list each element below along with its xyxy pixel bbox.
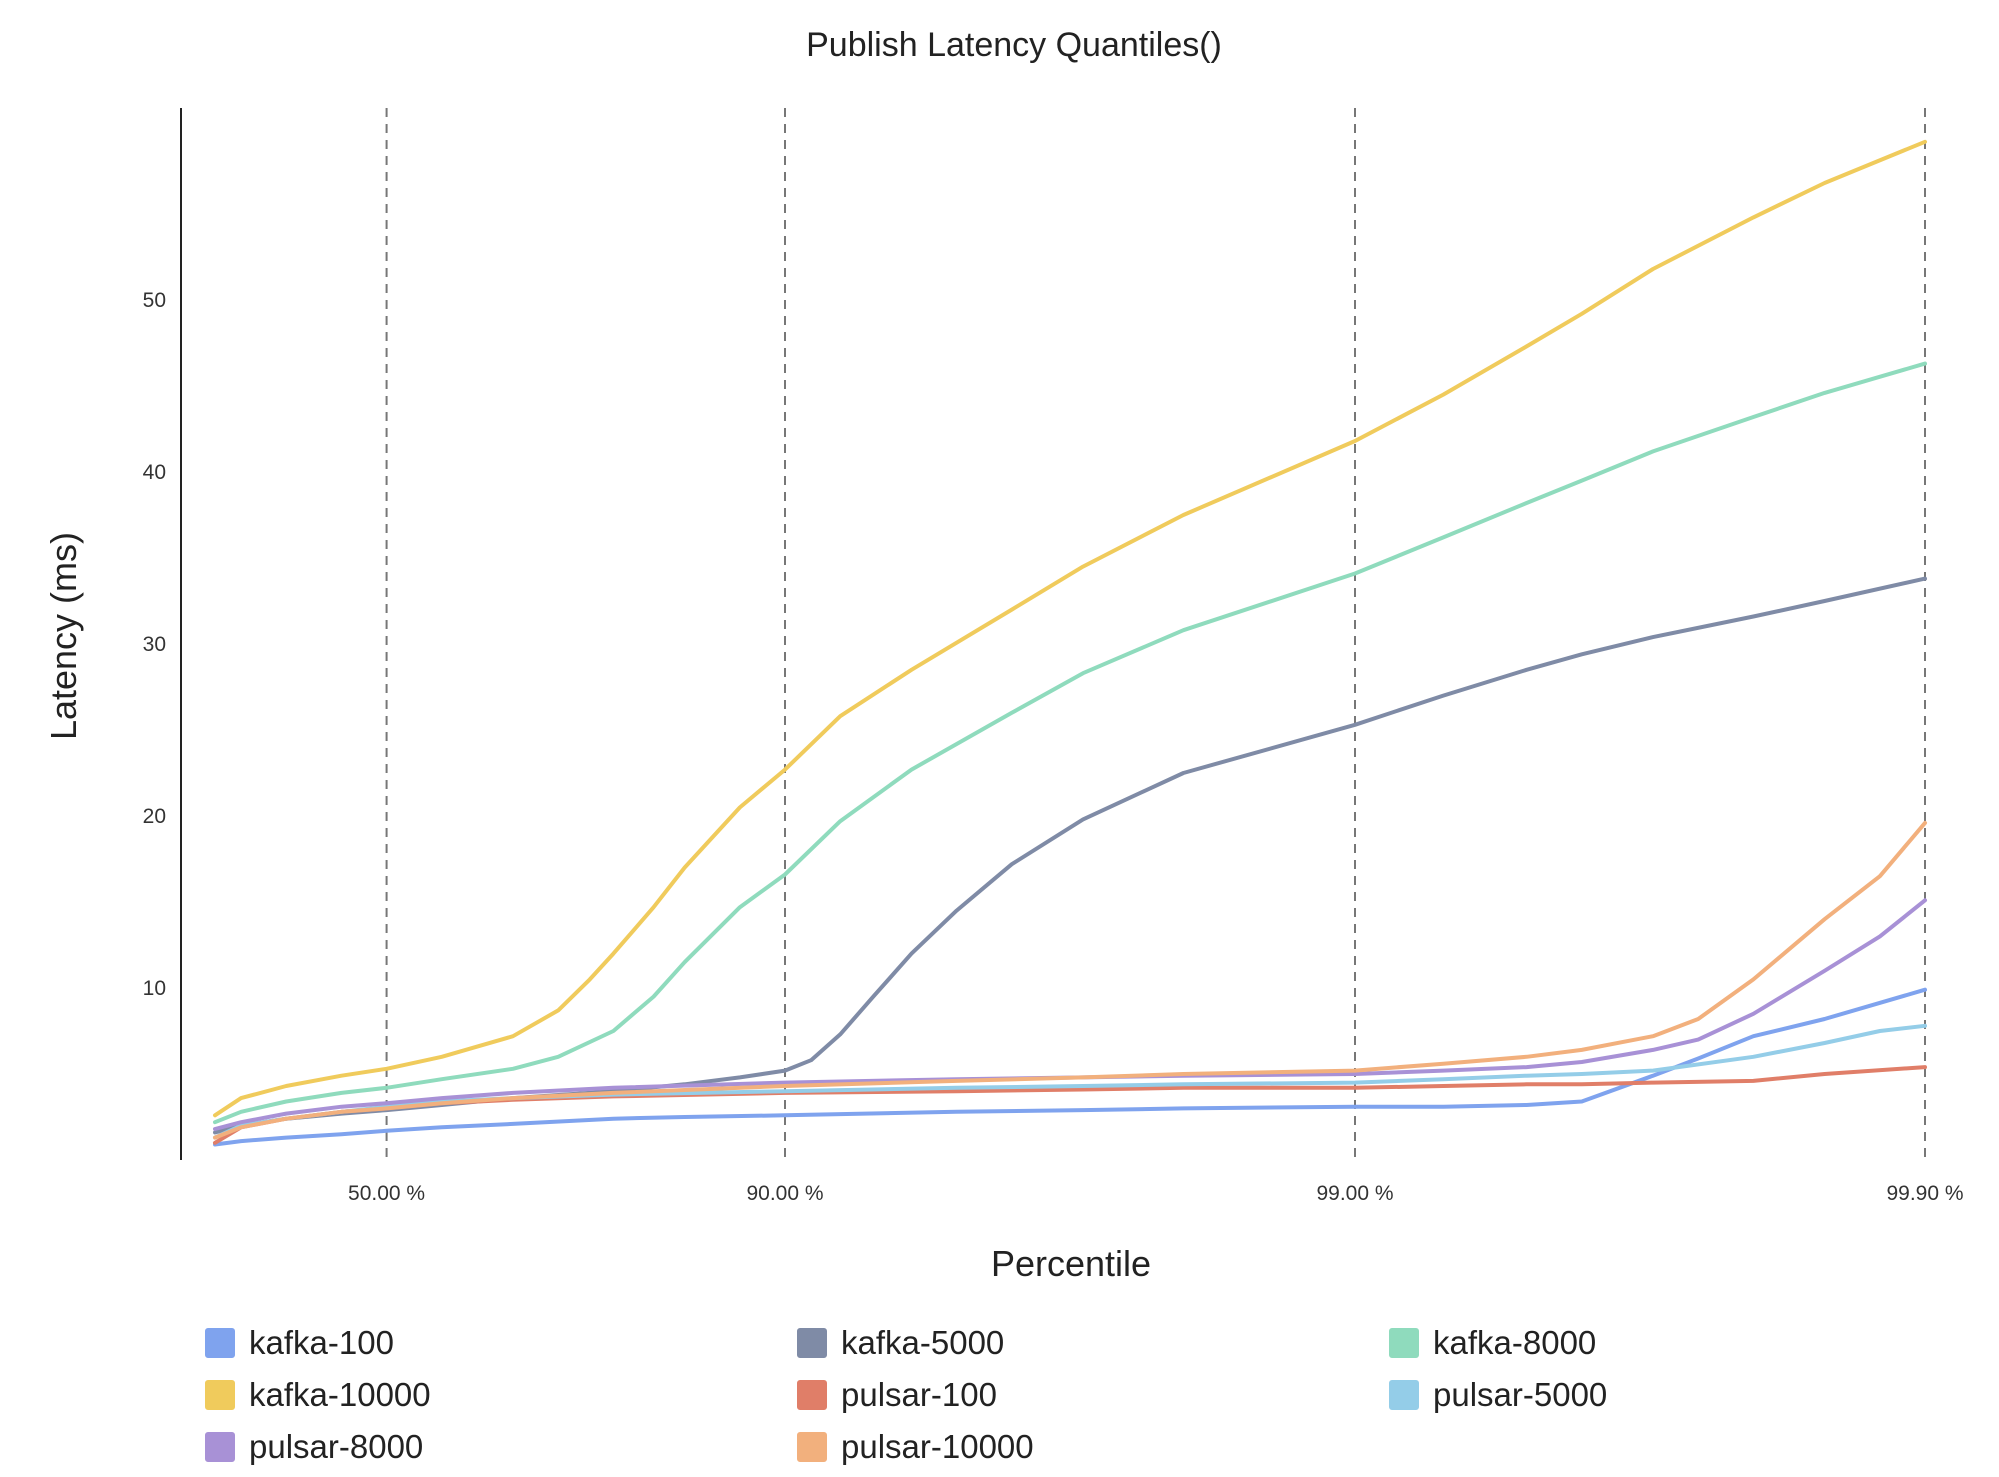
legend-swatch xyxy=(1389,1328,1419,1358)
legend-item-pulsar-5000[interactable]: pulsar-5000 xyxy=(1389,1370,1607,1420)
x-tick-labels: 50.00 % 90.00 % 99.00 % 99.90 % xyxy=(348,1182,1963,1205)
x-axis-label: Percentile xyxy=(991,1243,1151,1284)
legend-swatch xyxy=(205,1432,235,1462)
series-line-kafka-8000 xyxy=(213,361,1927,1125)
legend-swatch xyxy=(797,1432,827,1462)
y-axis-label: Latency (ms) xyxy=(43,532,84,740)
legend-label: pulsar-10000 xyxy=(841,1428,1034,1465)
y-tick-label: 10 xyxy=(143,977,166,1000)
legend-item-pulsar-100[interactable]: pulsar-100 xyxy=(797,1370,997,1420)
x-tick-label: 99.90 % xyxy=(1886,1182,1963,1205)
chart-title: Publish Latency Quantiles() xyxy=(806,26,1222,64)
legend-swatch xyxy=(797,1328,827,1358)
legend-label: pulsar-5000 xyxy=(1433,1376,1608,1413)
y-tick-labels: 10 20 30 40 50 xyxy=(143,289,166,1000)
legend-item-pulsar-8000[interactable]: pulsar-8000 xyxy=(205,1422,423,1472)
series-line-pulsar-8000 xyxy=(213,898,1927,1131)
legend-label: kafka-10000 xyxy=(249,1376,431,1413)
legend-item-kafka-10000[interactable]: kafka-10000 xyxy=(205,1370,431,1420)
legend-swatch xyxy=(205,1380,235,1410)
legend-label: kafka-100 xyxy=(249,1324,394,1361)
legend-swatch xyxy=(1389,1380,1419,1410)
y-tick-label: 30 xyxy=(143,633,166,656)
x-tick-label: 99.00 % xyxy=(1316,1182,1393,1205)
y-tick-label: 20 xyxy=(143,805,166,828)
x-tick-label: 90.00 % xyxy=(746,1182,823,1205)
series-line-pulsar-10000 xyxy=(213,820,1927,1140)
legend-item-kafka-8000[interactable]: kafka-8000 xyxy=(1389,1318,1596,1368)
legend-label: pulsar-8000 xyxy=(249,1428,424,1465)
legend-item-pulsar-10000[interactable]: pulsar-10000 xyxy=(797,1422,1034,1472)
legend-item-kafka-100[interactable]: kafka-100 xyxy=(205,1318,394,1368)
legend-label: kafka-5000 xyxy=(841,1324,1005,1361)
legend-swatch xyxy=(205,1328,235,1358)
series-line-kafka-10000 xyxy=(213,139,1927,1118)
x-tick-label: 50.00 % xyxy=(348,1182,425,1205)
legend-label: pulsar-100 xyxy=(841,1376,997,1413)
series-lines xyxy=(213,139,1927,1147)
legend-swatch xyxy=(797,1380,827,1410)
legend-label: kafka-8000 xyxy=(1433,1324,1597,1361)
legend-item-kafka-5000[interactable]: kafka-5000 xyxy=(797,1318,1004,1368)
vertical-gridlines xyxy=(385,108,1926,1160)
y-tick-label: 40 xyxy=(143,461,166,484)
y-tick-label: 50 xyxy=(143,289,166,312)
